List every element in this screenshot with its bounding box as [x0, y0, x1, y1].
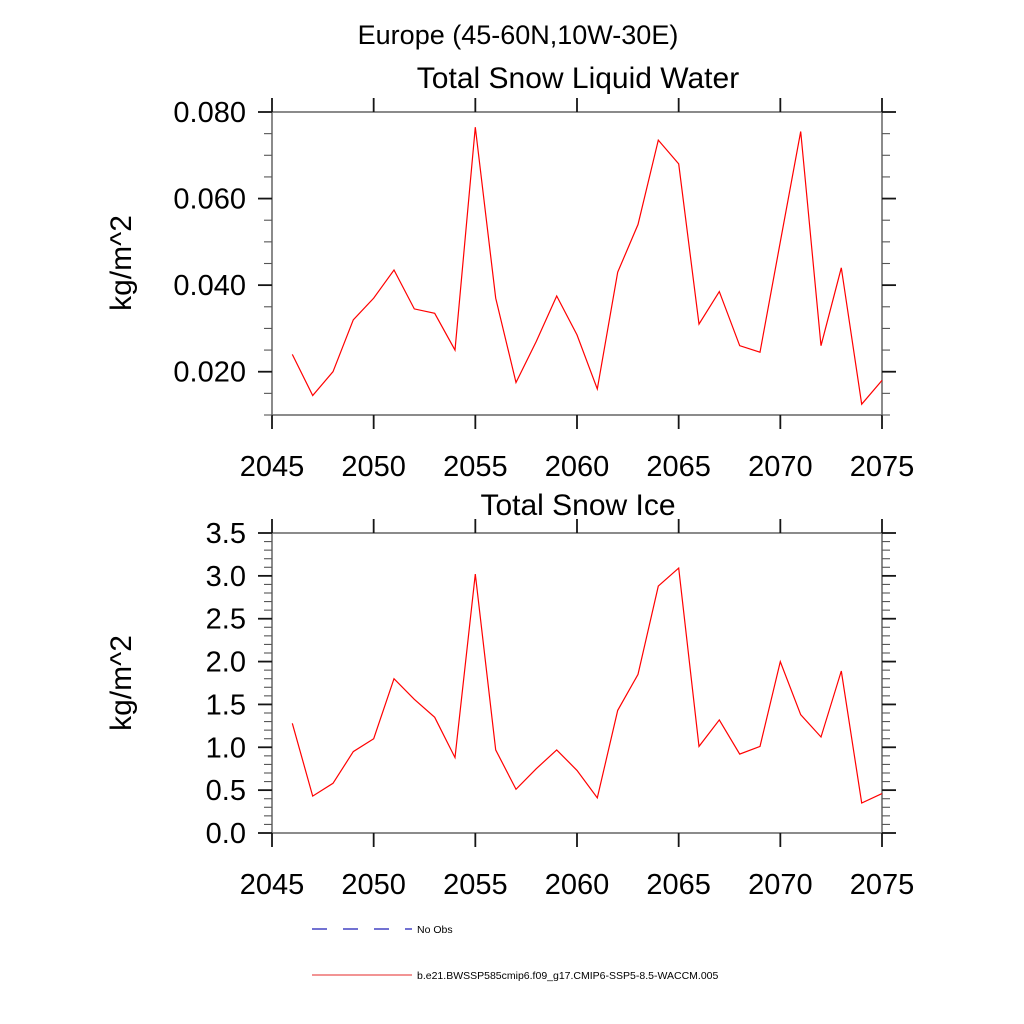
plot-frame — [271, 111, 883, 416]
x-tick-label: 2075 — [850, 869, 915, 901]
legend: No Obs b.e21.BWSSP585cmip6.f09_g17.CMIP6… — [312, 924, 718, 982]
bottom-chart-y-axis-label: kg/m^2 — [105, 635, 138, 731]
top-chart-y-axis-label: kg/m^2 — [105, 215, 138, 311]
y-tick-label: 2.0 — [206, 647, 246, 679]
x-tick-label: 2050 — [341, 869, 406, 901]
x-tick-label: 2045 — [240, 869, 305, 901]
chart-total-snow-liquid-water: 2045 2050 2055 2060 2065 2070 2075 0.020 0.040 0.… — [173, 97, 914, 483]
series-line — [291, 566, 883, 804]
chart-total-snow-ice: 2045 2050 2055 2060 2065 2070 2075 0.0 0.5 1.0 1.5… — [206, 518, 915, 901]
legend-no-obs-label: No Obs — [417, 924, 453, 936]
y-tick-label: 0.020 — [173, 357, 246, 389]
legend-model-label: b.e21.BWSSP585cmip6.f09_g17.CMIP6-SSP5-8… — [417, 970, 718, 982]
x-tick-label: 2070 — [748, 451, 813, 483]
y-tick-label: 0.5 — [206, 775, 246, 807]
y-tick-label: 0.040 — [173, 270, 246, 302]
y-tick-label: 2.5 — [206, 604, 246, 636]
y-tick-label: 3.0 — [206, 561, 246, 593]
plot-frame — [271, 532, 883, 834]
x-tick-label: 2075 — [850, 451, 915, 483]
x-tick-label: 2055 — [443, 869, 508, 901]
y-tick-label: 0.0 — [206, 818, 246, 850]
y-tick-label: 1.5 — [206, 689, 246, 721]
y-tick-label: 0.080 — [173, 97, 246, 129]
x-tick-label: 2070 — [748, 869, 813, 901]
y-tick-label: 0.060 — [173, 184, 246, 216]
y-tick-label: 3.5 — [206, 518, 246, 550]
x-tick-label: 2045 — [240, 451, 305, 483]
x-tick-label: 2065 — [646, 869, 711, 901]
x-tick-label: 2065 — [646, 451, 711, 483]
x-tick-label: 2050 — [341, 451, 406, 483]
y-tick-label: 1.0 — [206, 732, 246, 764]
x-tick-label: 2060 — [545, 451, 610, 483]
x-tick-label: 2055 — [443, 451, 508, 483]
bottom-chart-title: Total Snow Ice — [480, 489, 675, 522]
top-chart-title: Total Snow Liquid Water — [417, 62, 739, 95]
x-tick-label: 2060 — [545, 869, 610, 901]
figure-main-title: Europe (45-60N,10W-30E) — [358, 20, 679, 50]
series-line — [291, 127, 883, 406]
